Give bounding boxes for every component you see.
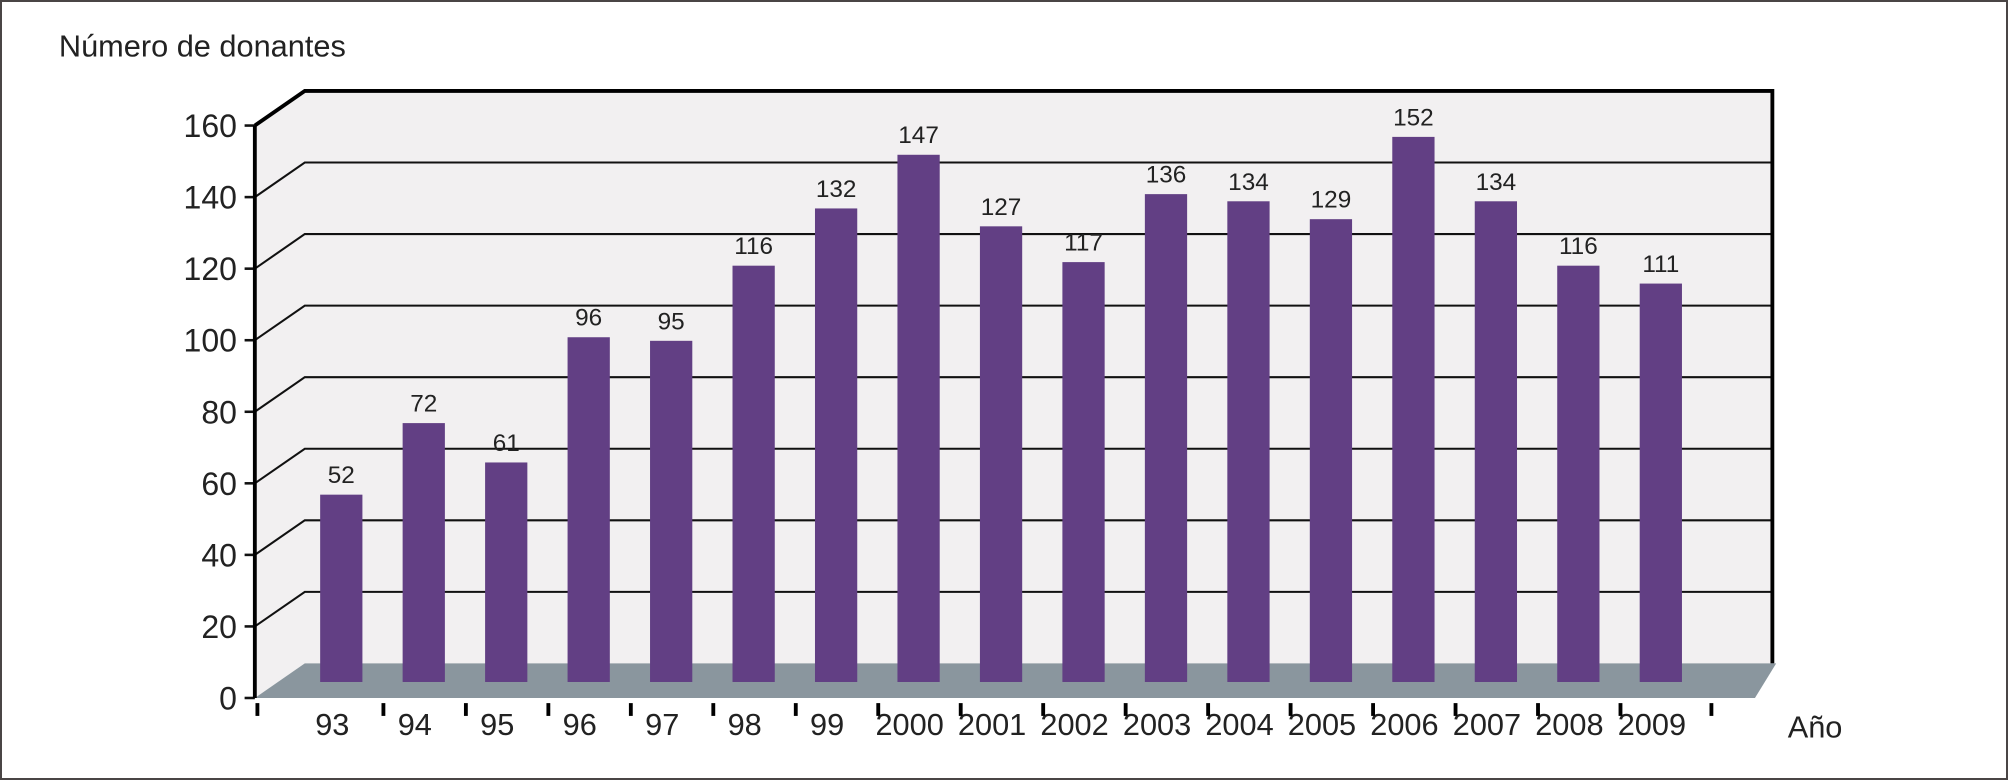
x-tick-label: 2008 — [1535, 707, 1603, 742]
x-tick-label: 2005 — [1288, 707, 1356, 742]
x-tick-label: 2001 — [958, 707, 1026, 742]
x-tick-label: 2009 — [1618, 707, 1686, 742]
gridline — [254, 376, 1773, 413]
x-tick-label: 94 — [398, 707, 432, 742]
gridline — [254, 304, 1773, 342]
data-label: 132 — [816, 176, 857, 203]
data-label: 134 — [1476, 169, 1517, 196]
data-label: 52 — [328, 462, 355, 489]
x-tick-label: 2003 — [1123, 707, 1191, 742]
data-label: 116 — [1559, 233, 1598, 260]
bar-2004 — [1227, 201, 1270, 682]
y-tick-label: 40 — [201, 537, 237, 573]
gridline — [254, 447, 1773, 485]
bar-2008 — [1557, 265, 1600, 682]
x-tick-label: 98 — [728, 707, 762, 742]
bar-2003 — [1144, 194, 1188, 682]
bar-2000 — [897, 154, 940, 682]
bar-94 — [402, 423, 445, 682]
data-label: 95 — [658, 308, 685, 335]
y-tick-label: 60 — [201, 466, 237, 502]
bar-2006 — [1392, 136, 1435, 682]
data-label: 117 — [1064, 230, 1103, 257]
data-label: 152 — [1393, 104, 1434, 131]
gridline — [254, 161, 1773, 198]
data-label: 136 — [1146, 162, 1187, 189]
bar-98 — [732, 265, 775, 682]
wall-border — [253, 89, 1775, 664]
bar-2002 — [1062, 262, 1105, 682]
bar-2009 — [1639, 283, 1682, 682]
gridline — [254, 233, 1773, 270]
gridline — [254, 590, 1773, 628]
y-tick-label: 100 — [184, 323, 237, 359]
data-label: 61 — [493, 430, 520, 457]
x-axis-title: Año — [1788, 710, 1843, 745]
data-label: 72 — [410, 391, 437, 418]
bar-99 — [814, 208, 858, 682]
y-tick-label: 140 — [184, 180, 237, 216]
data-label: 134 — [1228, 169, 1269, 196]
x-tick-label: 93 — [315, 707, 349, 742]
y-tick-label: 0 — [219, 681, 237, 717]
bar-95 — [485, 462, 528, 682]
x-tick-label: 96 — [563, 707, 597, 742]
y-axis-title: Número de donantes — [59, 28, 346, 63]
bar-2007 — [1474, 201, 1518, 682]
bar-97 — [650, 340, 693, 682]
bar-93 — [320, 494, 363, 682]
data-label: 129 — [1311, 187, 1352, 214]
x-tick-label: 2004 — [1205, 707, 1273, 742]
x-tick-label: 2000 — [875, 707, 943, 742]
y-tick-label: 80 — [201, 394, 237, 430]
data-label: 147 — [898, 122, 939, 149]
x-tick-label: 95 — [480, 707, 514, 742]
bar-96 — [567, 337, 610, 682]
x-tick-label: 97 — [645, 707, 679, 742]
data-label: 111 — [1642, 251, 1679, 278]
data-label: 96 — [575, 305, 602, 332]
x-tick-label: 2002 — [1040, 707, 1108, 742]
x-tick-label: 99 — [810, 707, 844, 742]
gridline — [254, 519, 1773, 556]
y-tick-label: 20 — [201, 609, 237, 645]
data-label: 116 — [734, 233, 773, 260]
y-tick-label: 120 — [184, 251, 237, 287]
data-label: 127 — [981, 194, 1022, 221]
bar-2001 — [979, 226, 1023, 682]
y-tick-label: 160 — [184, 108, 237, 144]
x-tick-label: 2006 — [1370, 707, 1438, 742]
bar-2005 — [1309, 219, 1353, 682]
x-tick-label: 2007 — [1453, 707, 1521, 742]
